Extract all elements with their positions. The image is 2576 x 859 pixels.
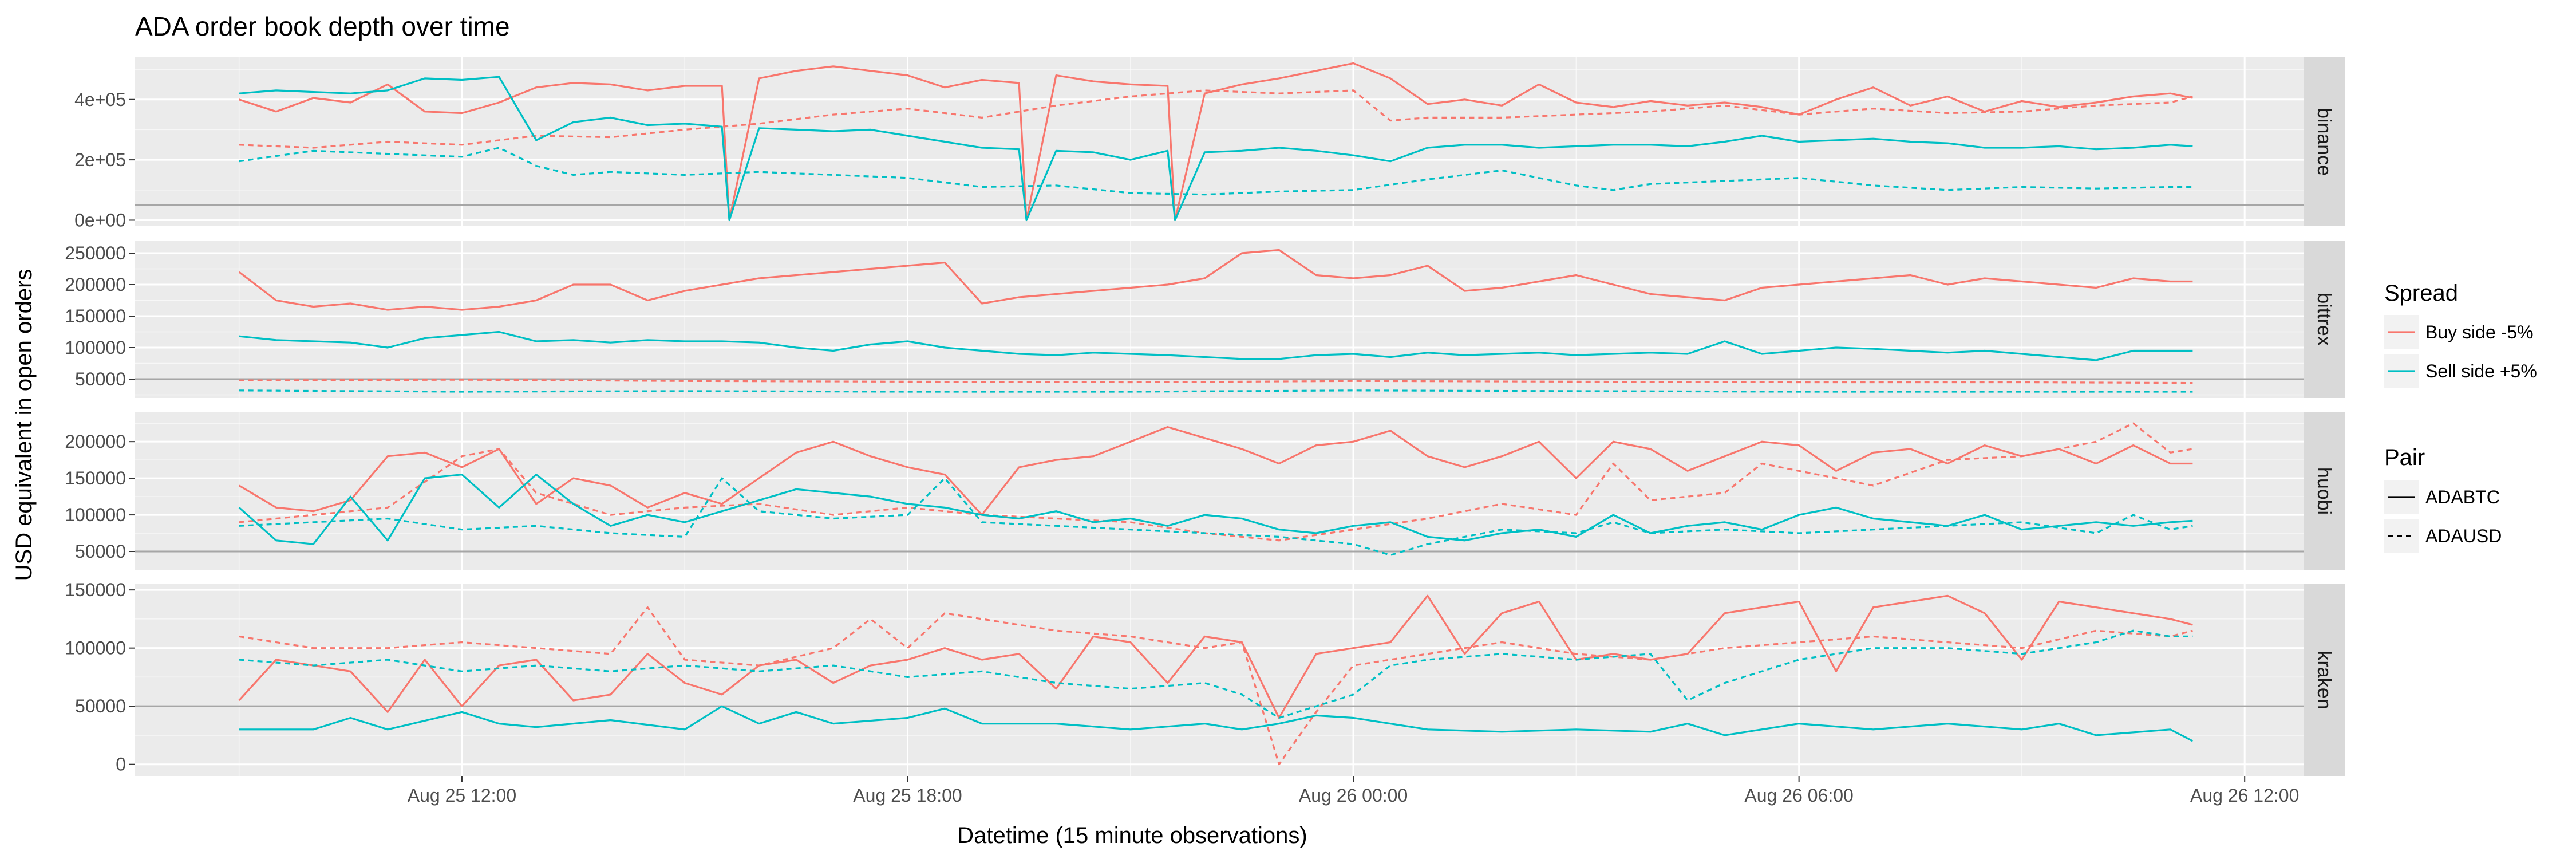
y-tick-label: 250000 xyxy=(65,243,126,263)
facet-strip xyxy=(2304,412,2345,570)
x-tick-label: Aug 26 12:00 xyxy=(2190,785,2299,806)
panel-binance: 0e+00 2e+05 4e+05 binance xyxy=(74,57,2345,230)
legend-title-spread: Spread xyxy=(2384,281,2458,306)
series-line-buy-adausd xyxy=(239,89,2193,149)
series-line-sell-adabtc xyxy=(239,330,2193,361)
legend: Spread Buy side -5% Sell side +5% PairADABT… xyxy=(2384,281,2537,553)
legend-label-solid: ADABTC xyxy=(2425,487,2500,507)
y-tick-label: 0e+00 xyxy=(74,210,126,230)
legend-label-sell: Sell side +5% xyxy=(2425,361,2537,381)
series-line-sell-adausd xyxy=(239,477,2193,556)
panel-bittrex: 50000 100000 150000 200000 250000 bittrex xyxy=(65,241,2345,398)
y-tick-label: 200000 xyxy=(65,274,126,295)
x-tick-label: Aug 26 06:00 xyxy=(1744,785,1853,806)
facet-strip-label: bittrex xyxy=(2313,293,2335,346)
chart-title: ADA order book depth over time xyxy=(135,11,510,41)
y-tick-label: 50000 xyxy=(75,541,126,562)
series-line-sell-adabtc xyxy=(239,705,2194,742)
y-tick-label: 150000 xyxy=(65,306,126,326)
y-tick-label: 100000 xyxy=(65,638,126,659)
y-axis-label: USD equivalent in open orders xyxy=(11,269,37,581)
legend-label-buy: Buy side -5% xyxy=(2425,322,2534,342)
series-line-sell-adausd xyxy=(239,629,2193,719)
y-tick-label: 100000 xyxy=(65,337,126,358)
series-line-sell-adausd xyxy=(239,389,2193,393)
x-tick-label: Aug 25 12:00 xyxy=(408,785,516,806)
panel-kraken: 0 50000 100000 150000 kraken xyxy=(65,580,2345,776)
series-line-buy-adausd xyxy=(239,379,2193,384)
facet-strip-label: kraken xyxy=(2313,651,2335,709)
series-line-sell-adausd xyxy=(239,147,2193,196)
y-tick-label: 2e+05 xyxy=(74,149,126,170)
series-line-buy-adabtc xyxy=(238,594,2193,719)
series-line-sell-adabtc xyxy=(239,76,2193,222)
facet-strip-label: binance xyxy=(2313,108,2335,176)
panel-background xyxy=(135,584,2304,776)
panel-huobi: 50000 100000 150000 200000 huobi xyxy=(65,412,2345,570)
y-tick-label: 4e+05 xyxy=(74,89,126,110)
x-axis-label: Datetime (15 minute observations) xyxy=(957,823,1307,848)
legend-label-dashed: ADAUSD xyxy=(2425,526,2502,546)
facet-strip xyxy=(2304,57,2345,226)
facet-strip-label: huobi xyxy=(2313,467,2335,515)
y-tick-label: 0 xyxy=(116,754,126,775)
x-tick-label: Aug 26 00:00 xyxy=(1299,785,1408,806)
facet-strip xyxy=(2304,241,2345,398)
panel-background xyxy=(135,241,2304,398)
x-axis: Aug 25 12:00 Aug 25 18:00 Aug 26 00:00 Aug … xyxy=(408,776,2299,806)
y-tick-label: 150000 xyxy=(65,468,126,488)
series-line-buy-adabtc xyxy=(238,249,2193,311)
panel-background xyxy=(135,412,2304,570)
x-tick-label: Aug 25 18:00 xyxy=(853,785,962,806)
series-line-buy-adausd xyxy=(239,422,2193,542)
y-tick-label: 150000 xyxy=(65,580,126,600)
y-tick-label: 100000 xyxy=(65,505,126,525)
series-line-buy-adabtc xyxy=(238,426,2193,516)
y-tick-label: 200000 xyxy=(65,431,126,452)
y-tick-label: 50000 xyxy=(75,696,126,716)
series-line-sell-adabtc xyxy=(238,474,2193,545)
facet-panels: 0e+00 2e+05 4e+05 binance 50000 100000 150000 2… xyxy=(65,57,2345,776)
panel-background xyxy=(135,57,2304,226)
facet-strip xyxy=(2304,584,2345,776)
series-line-buy-adausd xyxy=(239,606,2193,766)
y-tick-label: 50000 xyxy=(75,369,126,389)
legend-title-pair: Pair xyxy=(2384,445,2425,470)
